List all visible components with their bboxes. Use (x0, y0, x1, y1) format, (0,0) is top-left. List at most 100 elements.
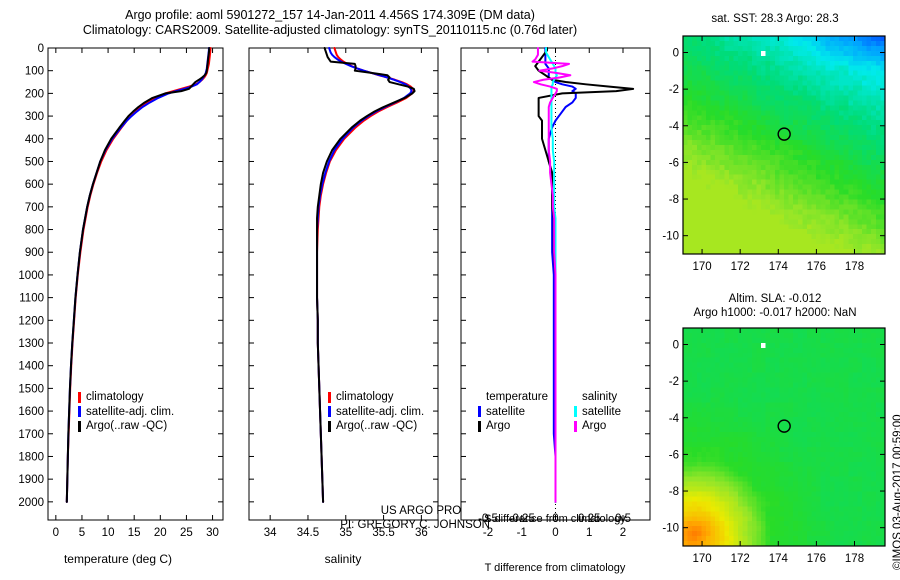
sst-map-panel: 170 172 174 176 178 0 -2 -4 -6 -8 -10 (662, 35, 886, 273)
legend-swatch-satellite (478, 406, 481, 418)
legend-swatch-satellite (328, 406, 331, 418)
legend-swatch-satellite (78, 406, 81, 418)
legend-label: satellite-adj. clim. (336, 405, 425, 418)
svg-text:174: 174 (769, 261, 789, 273)
svg-text:172: 172 (731, 553, 750, 565)
legend-item: climatology (78, 390, 174, 405)
sla-map-title-line1: Altim. SLA: -0.012 (728, 293, 822, 305)
svg-text:176: 176 (807, 553, 826, 565)
svg-text:900: 900 (25, 247, 44, 259)
salinity-profile-panel: 34 34.5 35 35.5 36 (248, 47, 439, 539)
svg-text:10: 10 (102, 527, 115, 539)
svg-text:172: 172 (731, 261, 750, 273)
svg-text:170: 170 (692, 553, 711, 565)
svg-text:1200: 1200 (18, 315, 44, 327)
figure-title: Argo profile: aoml 5901272_157 14-Jan-20… (0, 8, 660, 38)
temperature-axis-label: temperature (deg C) (63, 552, 173, 566)
svg-text:200: 200 (25, 88, 44, 100)
legend-label: Argo (582, 420, 607, 432)
figure-title-line1: Argo profile: aoml 5901272_157 14-Jan-20… (125, 8, 535, 22)
svg-text:400: 400 (25, 134, 44, 146)
svg-text:1500: 1500 (18, 383, 44, 395)
svg-text:1400: 1400 (18, 361, 44, 373)
sla-map-title: Altim. SLA: -0.012 Argo h1000: -0.017 h2… (660, 292, 890, 320)
svg-text:1100: 1100 (19, 293, 44, 305)
legend-item: Argo(..raw -QC) (78, 419, 174, 434)
svg-text:0.5: 0.5 (615, 513, 631, 525)
svg-text:-8: -8 (669, 486, 679, 498)
legend-swatch-argo (78, 420, 81, 432)
legend-item: satellite (574, 405, 621, 420)
svg-text:2: 2 (620, 527, 626, 539)
svg-text:1: 1 (586, 527, 592, 539)
legend-header: salinity (582, 391, 618, 403)
svg-text:-0.5: -0.5 (478, 513, 498, 525)
legend-item: Argo (478, 419, 548, 434)
svg-text:-4: -4 (669, 121, 680, 133)
svg-text:-4: -4 (669, 413, 680, 425)
svg-text:600: 600 (25, 179, 44, 191)
svg-text:-2: -2 (483, 527, 493, 539)
difference-legend: temperature satellite Argo salinity sate… (478, 390, 621, 434)
salinity-legend: climatology satellite-adj. clim. Argo(..… (328, 390, 424, 434)
legend-item: satellite (478, 405, 548, 420)
sla-map-panel: 170 172 174 176 178 0 -2 -4 -6 -8 -10 (662, 327, 886, 565)
svg-text:300: 300 (25, 111, 44, 123)
svg-text:-1: -1 (517, 527, 527, 539)
legend-label: satellite (582, 405, 622, 418)
svg-text:36: 36 (415, 527, 428, 539)
legend-label: Argo(..raw -QC) (336, 420, 418, 432)
svg-text:30: 30 (206, 527, 219, 539)
legend-item: Argo (574, 419, 621, 434)
salinity-axis-label: salinity (324, 552, 362, 566)
svg-text:176: 176 (807, 261, 826, 273)
svg-text:1600: 1600 (18, 406, 44, 418)
difference-legend-temperature-column: temperature satellite Argo (478, 390, 548, 434)
legend-swatch-salinity-argo (574, 420, 578, 432)
difference-profile-panel: -2 -1 0 1 2 -0.5 -0.25 0 0.25 0.5 (460, 47, 651, 539)
svg-text:1000: 1000 (18, 270, 44, 282)
svg-text:34: 34 (264, 527, 277, 539)
svg-text:15: 15 (128, 527, 141, 539)
temperature-profile-panel: 0100200300400500600700800900100011001200… (18, 43, 224, 539)
temperature-difference-axis-label: T difference from climatology (484, 562, 626, 574)
imos-copyright: ©IMOS 03-Aug-2017 00:59:00 (892, 414, 900, 570)
legend-item: Argo(..raw -QC) (328, 419, 424, 434)
svg-text:20: 20 (154, 527, 167, 539)
svg-text:0: 0 (38, 43, 44, 55)
legend-item: satellite-adj. clim. (328, 405, 424, 420)
legend-swatch-salinity-satellite (574, 406, 578, 418)
svg-text:5: 5 (79, 527, 85, 539)
temperature-legend: climatology satellite-adj. clim. Argo(..… (78, 390, 174, 434)
svg-text:1300: 1300 (18, 338, 44, 350)
svg-text:0: 0 (673, 47, 679, 59)
legend-item: satellite-adj. clim. (78, 405, 174, 420)
figure-title-line2: Climatology: CARS2009. Satellite-adjuste… (82, 23, 578, 37)
svg-text:-6: -6 (669, 157, 679, 169)
svg-text:-8: -8 (669, 194, 679, 206)
svg-text:-2: -2 (669, 376, 679, 388)
svg-text:700: 700 (25, 202, 44, 214)
legend-swatch-argo (478, 420, 481, 432)
svg-text:34.5: 34.5 (297, 527, 319, 539)
svg-text:0: 0 (552, 513, 558, 525)
sla-map-title-line2: Argo h1000: -0.017 h2000: NaN (693, 307, 857, 319)
difference-legend-salinity-column: salinity satellite Argo (574, 390, 621, 434)
svg-text:500: 500 (25, 156, 44, 168)
svg-text:1800: 1800 (18, 451, 44, 463)
svg-text:25: 25 (180, 527, 193, 539)
project-credit-line2: PI: GREGORY C. JOHNSON (340, 519, 490, 531)
svg-text:-0.25: -0.25 (509, 513, 535, 525)
legend-label: Argo(..raw -QC) (86, 420, 168, 432)
legend-label: climatology (336, 391, 394, 403)
svg-text:178: 178 (845, 553, 864, 565)
svg-text:2000: 2000 (18, 497, 44, 509)
svg-text:35.5: 35.5 (372, 527, 394, 539)
legend-swatch-climatology (78, 391, 81, 403)
legend-swatch-argo (328, 420, 331, 432)
svg-text:-2: -2 (669, 84, 679, 96)
svg-text:-6: -6 (669, 449, 679, 461)
svg-text:1700: 1700 (18, 429, 44, 441)
svg-text:178: 178 (845, 261, 864, 273)
